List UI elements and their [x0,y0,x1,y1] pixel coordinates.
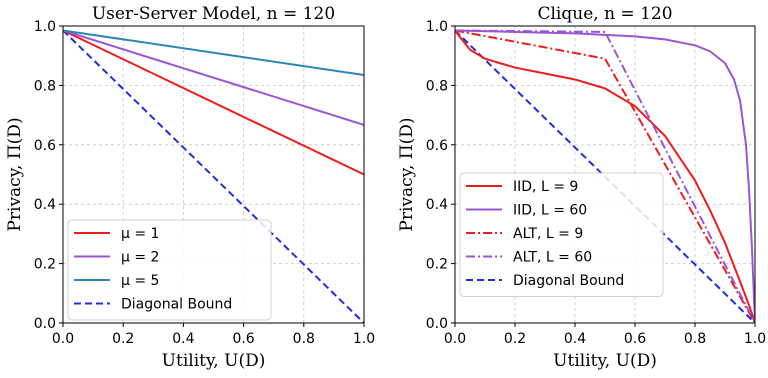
y-tick-label: 0.2 [34,257,56,273]
x-tick-label: 0.2 [504,331,526,347]
x-tick-label: 0.4 [564,331,586,347]
legend-label: ALT, L = 9 [513,226,583,242]
y-tick-label: 0.4 [34,197,56,213]
legend-label: IID, L = 60 [513,203,587,219]
x-tick-label: 0.0 [444,331,466,347]
chart-panel-1: 0.0 0.2 0.4 0.6 0.8 1.0 0.0 0.2 0.4 0.6 0.8 1.0 User… [5,4,375,371]
y-tick-label: 0.2 [426,257,448,273]
series-line-1 [63,29,364,176]
x-tick-label: 0.2 [112,331,134,347]
y-tick-label: 0.4 [426,197,448,213]
y-tick-label: 0.6 [426,138,448,154]
series-line-2 [63,29,364,126]
x-tick-label: 1.0 [744,331,766,347]
x-tick-label: 0.8 [684,331,706,347]
legend: μ = 1 μ = 2 μ = 5 Diagonal Bound [67,219,272,321]
legend-label: IID, L = 9 [513,179,578,195]
legend-label: μ = 2 [121,250,159,266]
x-axis-label: Utility, U(D) [553,351,657,371]
chart-title: Clique, n = 120 [537,4,672,24]
x-tick-label: 0.6 [624,331,646,347]
x-tick-label: 0.8 [293,331,315,347]
y-tick-label: 1.0 [426,19,448,35]
legend-label: Diagonal Bound [121,297,232,313]
series-line-diagonal-bound [63,29,364,323]
legend-label: μ = 5 [121,273,159,289]
y-tick-label: 0.8 [426,78,448,94]
y-tick-label: 0.0 [426,316,448,332]
y-axis-label: Privacy, Π(D) [5,117,25,231]
series-line-iid-l-9 [455,29,755,323]
y-axis-label: Privacy, Π(D) [397,117,417,231]
x-tick-label: 0.4 [172,331,194,347]
y-tick-label: 0.8 [34,78,56,94]
chart-panel-2: 0.0 0.2 0.4 0.6 0.8 1.0 0.0 0.2 0.4 0.6 0.8 1.0 Cliq… [397,4,766,371]
legend-label: ALT, L = 60 [513,250,592,266]
x-tick-label: 0.0 [52,331,74,347]
series-line-5 [63,29,364,76]
chart-title: User-Server Model, n = 120 [92,4,335,24]
legend-label: μ = 1 [121,226,159,242]
series-line-iid-l-60 [455,29,755,323]
y-tick-label: 0.0 [34,316,56,332]
y-tick-label: 1.0 [34,19,56,35]
plot-frame [62,25,365,324]
plot-frame [454,25,756,324]
x-tick-label: 0.6 [232,331,254,347]
legend: IID, L = 9 IID, L = 60 ALT, L = 9 ALT, L = … [459,172,664,297]
legend-box [459,172,664,297]
legend-box [67,219,272,321]
x-tick-label: 1.0 [353,331,375,347]
y-tick-label: 0.6 [34,138,56,154]
legend-label: Diagonal Bound [513,273,624,289]
x-axis-label: Utility, U(D) [162,351,266,371]
